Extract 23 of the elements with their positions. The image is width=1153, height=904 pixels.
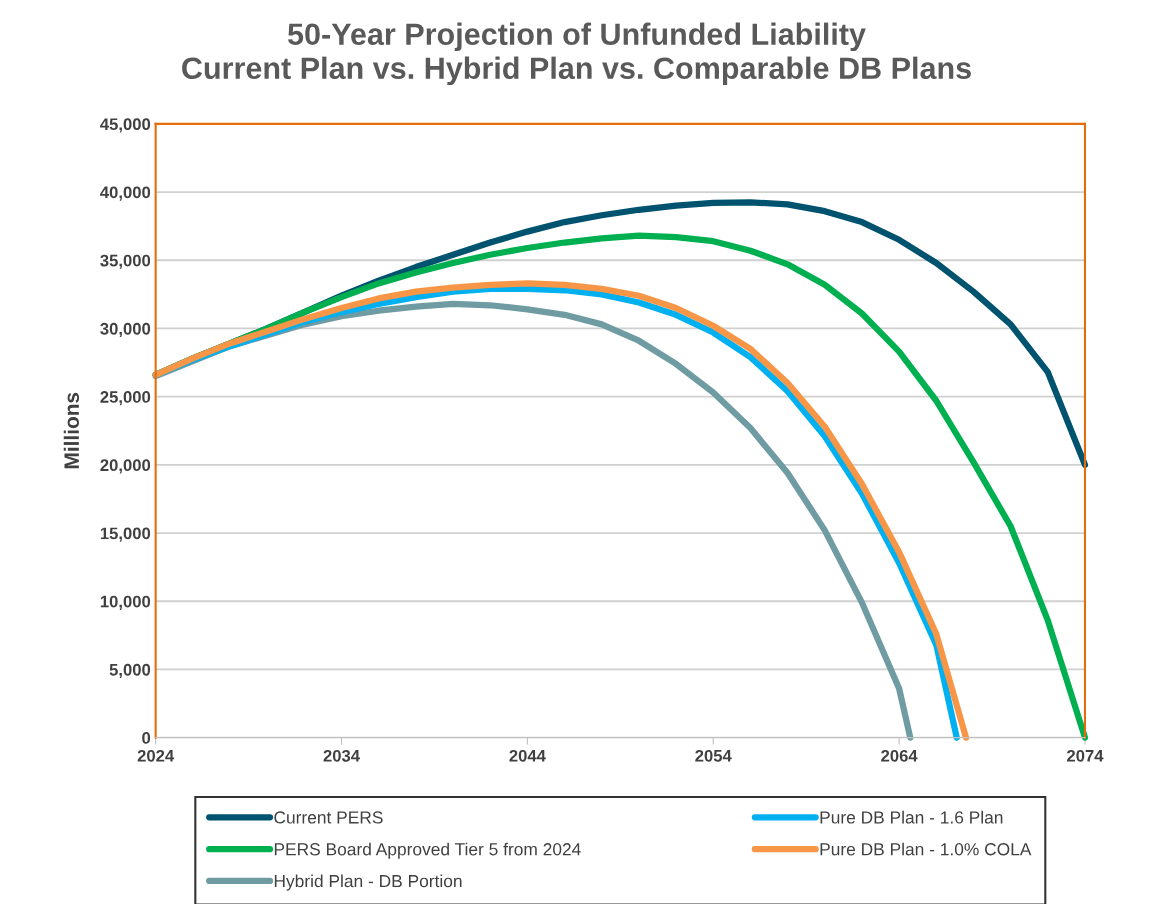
y-tick-label: 25,000 (100, 391, 151, 406)
y-tick-label: 40,000 (100, 186, 151, 201)
y-tick-label: 20,000 (100, 459, 151, 474)
x-tick-label: 2044 (509, 749, 546, 762)
legend-label: Current PERS (274, 811, 383, 824)
y-tick-label: 10,000 (100, 595, 151, 610)
x-tick-label: 2024 (137, 749, 175, 762)
x-tick-label: 2034 (323, 749, 360, 762)
x-tick-label: 2074 (1067, 749, 1104, 762)
legend-label: Pure DB Plan - 1.6 Plan (820, 810, 1003, 824)
y-tick-label: 45,000 (100, 118, 151, 133)
legend-label: Hybrid Plan - DB Portion (274, 874, 462, 891)
y-tick-label: 0 (142, 732, 151, 744)
y-tick-label: 5,000 (109, 663, 151, 679)
y-axis-title: Millions (63, 392, 80, 469)
x-tick-label: 2054 (695, 749, 732, 762)
y-tick-label: 15,000 (100, 527, 151, 542)
y-tick-label: 30,000 (100, 322, 151, 338)
chart-title: 50-Year Projection of Unfunded Liability Current Plan vs. Hybrid Plan vs. Comparable DB Plans (182, 22, 971, 86)
legend-label: PERS Board Approved Tier 5 from 2024 (274, 842, 581, 859)
x-tick-label: 2064 (881, 749, 918, 762)
y-tick-label: 35,000 (100, 254, 151, 269)
legend-label: Pure DB Plan - 1.0% COLA (820, 842, 1032, 856)
